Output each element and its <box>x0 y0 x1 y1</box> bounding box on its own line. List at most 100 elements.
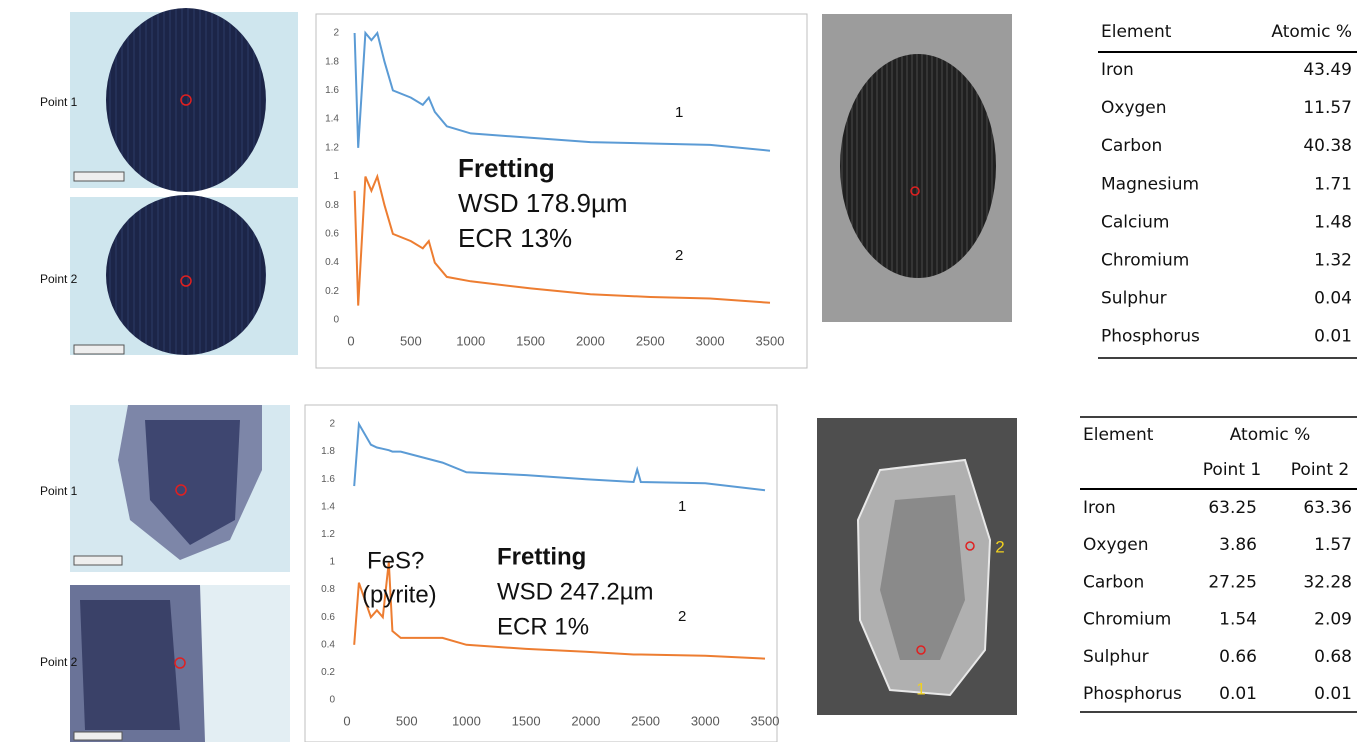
series-label: 2 <box>678 608 686 625</box>
micrograph <box>70 8 298 192</box>
y-tick-label: 0 <box>329 695 335 706</box>
x-tick-label: 0 <box>347 333 354 348</box>
table-cell: Sulphur <box>1101 289 1167 309</box>
table-cell: Chromium <box>1083 610 1171 630</box>
sem-label: 1 <box>916 679 925 698</box>
table-cell: 0.01 <box>1314 327 1352 347</box>
table-cell: 3.86 <box>1219 535 1257 555</box>
y-tick-label: 0 <box>333 315 339 326</box>
line-series <box>353 30 771 152</box>
table-cell: 1.48 <box>1314 212 1352 232</box>
series-label: 1 <box>678 498 686 515</box>
y-tick-label: 1.8 <box>321 446 335 457</box>
line-series <box>353 173 771 306</box>
micrograph <box>70 195 298 355</box>
annotation: Fretting <box>497 543 586 570</box>
annotation: ECR 1% <box>497 613 589 640</box>
y-tick-label: 1.6 <box>321 474 335 485</box>
x-tick-label: 3000 <box>691 713 720 728</box>
series-label: 2 <box>675 247 683 264</box>
table-cell: 1.71 <box>1314 174 1352 194</box>
annotation: Fretting <box>458 153 555 183</box>
x-tick-label: 3500 <box>756 333 785 348</box>
table-cell: Atomic % <box>1271 22 1352 42</box>
table-cell: Carbon <box>1083 572 1144 592</box>
y-tick-label: 0.2 <box>321 667 335 678</box>
table-cell: 1.57 <box>1314 535 1352 555</box>
sem-label: 2 <box>995 537 1004 556</box>
chart-frame <box>304 404 778 742</box>
table-cell: 1.54 <box>1219 610 1257 630</box>
table-cell: 0.66 <box>1219 647 1257 667</box>
table-cell: 32.28 <box>1303 572 1352 592</box>
table-cell: Point 1 <box>1203 460 1261 480</box>
x-tick-label: 1500 <box>516 333 545 348</box>
series-label: 1 <box>675 104 683 121</box>
y-tick-label: 2 <box>329 419 335 430</box>
y-tick-label: 0.8 <box>325 200 339 211</box>
sem-image <box>817 418 1017 715</box>
micrograph <box>70 405 290 572</box>
table-cell: 27.25 <box>1208 572 1257 592</box>
table-cell: 0.68 <box>1314 647 1352 667</box>
x-tick-label: 2500 <box>631 713 660 728</box>
table-cell: Chromium <box>1101 251 1189 271</box>
table-cell: Element <box>1083 425 1154 445</box>
table-cell: 43.49 <box>1303 60 1352 80</box>
y-tick-label: 1.4 <box>325 114 339 125</box>
x-tick-label: 3500 <box>751 713 780 728</box>
table-cell: Oxygen <box>1101 98 1167 118</box>
table-cell: 40.38 <box>1303 136 1352 156</box>
table-cell: Sulphur <box>1083 647 1149 667</box>
x-tick-label: 2500 <box>636 333 665 348</box>
point-label: Point 2 <box>40 272 78 286</box>
y-tick-label: 1.2 <box>325 142 339 153</box>
table-cell: 11.57 <box>1303 98 1352 118</box>
micrograph <box>70 585 290 742</box>
y-tick-label: 1.2 <box>321 529 335 540</box>
y-tick-label: 0.4 <box>325 257 339 268</box>
table-cell: Point 2 <box>1291 460 1349 480</box>
y-tick-label: 0.6 <box>325 229 339 240</box>
table-cell: 63.36 <box>1303 498 1352 518</box>
y-tick-label: 1 <box>333 171 339 182</box>
chart-frame <box>315 13 808 369</box>
table-cell: Iron <box>1101 60 1134 80</box>
y-tick-label: 1.8 <box>325 56 339 67</box>
sem-image <box>822 14 1012 322</box>
x-tick-label: 1000 <box>452 713 481 728</box>
y-tick-label: 0.8 <box>321 584 335 595</box>
y-tick-label: 1.4 <box>321 501 335 512</box>
point-label: Point 1 <box>40 95 78 109</box>
x-tick-label: 1500 <box>512 713 541 728</box>
x-tick-label: 1000 <box>456 333 485 348</box>
table-cell: Carbon <box>1101 136 1162 156</box>
line-series <box>353 561 766 660</box>
y-tick-label: 0.6 <box>321 612 335 623</box>
table-cell: Calcium <box>1101 212 1169 232</box>
table-cell: Iron <box>1083 498 1116 518</box>
table-cell: 63.25 <box>1208 498 1257 518</box>
y-tick-label: 2 <box>333 28 339 39</box>
x-tick-label: 0 <box>343 713 350 728</box>
annotation: (pyrite) <box>362 581 437 608</box>
y-tick-label: 0.4 <box>321 639 335 650</box>
point-label: Point 1 <box>40 484 78 498</box>
x-tick-label: 2000 <box>571 713 600 728</box>
annotation: WSD 247.2µm <box>497 578 654 605</box>
point-label: Point 2 <box>40 655 78 669</box>
line-series <box>353 420 766 492</box>
x-tick-label: 500 <box>396 713 418 728</box>
table-cell: Phosphorus <box>1101 327 1200 347</box>
y-tick-label: 1 <box>329 557 335 568</box>
table-cell: Atomic % <box>1230 425 1311 445</box>
table-cell: Phosphorus <box>1083 684 1182 704</box>
x-tick-label: 500 <box>400 333 422 348</box>
y-tick-label: 1.6 <box>325 85 339 96</box>
table-cell: 0.01 <box>1219 684 1257 704</box>
table-cell: Oxygen <box>1083 535 1149 555</box>
table-cell: Element <box>1101 22 1172 42</box>
x-tick-label: 2000 <box>576 333 605 348</box>
annotation: WSD 178.9µm <box>458 188 628 218</box>
